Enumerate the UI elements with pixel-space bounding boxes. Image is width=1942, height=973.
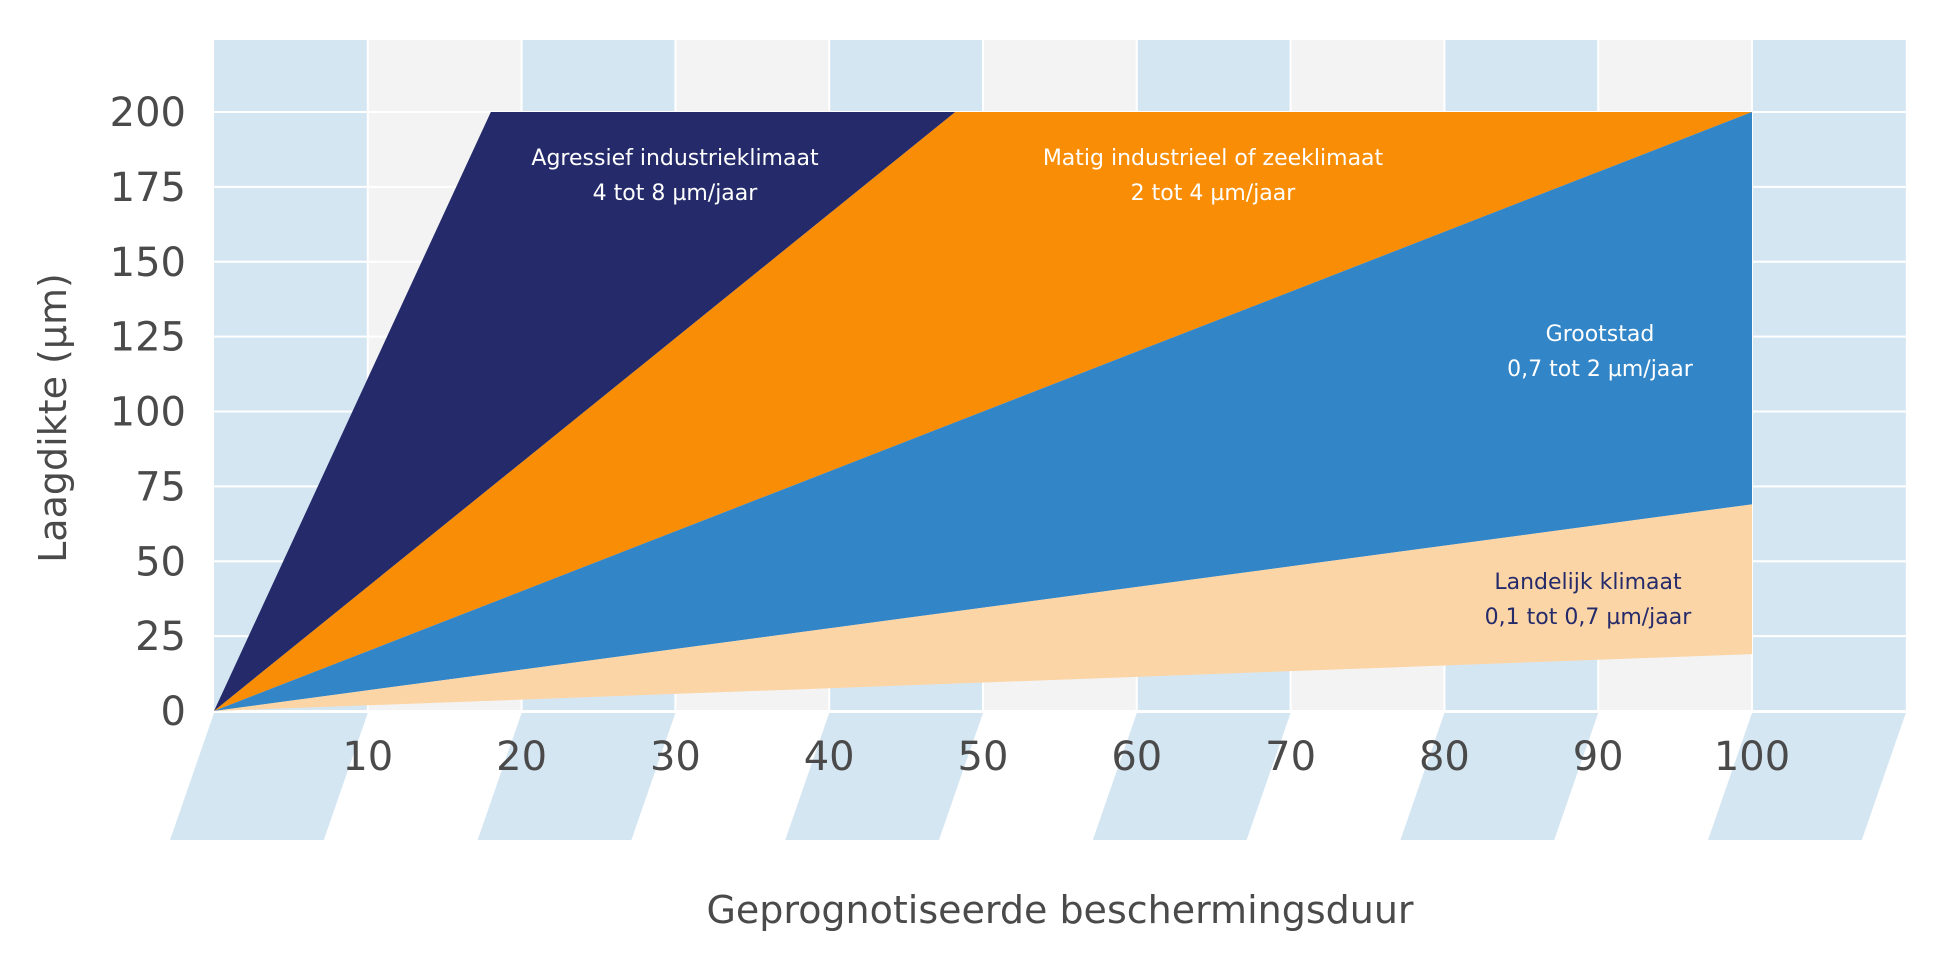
- y-tick-label: 150: [110, 240, 186, 286]
- region-grootstad: [214, 112, 1752, 711]
- x-tick-label: 60: [1111, 734, 1162, 780]
- x-tick-label: 90: [1573, 734, 1624, 780]
- y-axis-ticks: 0 25 50 75 100 125 150 175 200: [110, 90, 186, 735]
- x-tick-label: 80: [1419, 734, 1470, 780]
- y-tick-label: 0: [161, 689, 186, 735]
- label-landelijk-title: Landelijk klimaat: [1494, 570, 1682, 595]
- x-tick-label: 50: [958, 734, 1009, 780]
- label-landelijk-rate: 0,1 tot 0,7 µm/jaar: [1485, 605, 1693, 630]
- label-matig: Matig industrieel of zeeklimaat 2 tot 4 …: [1043, 146, 1384, 206]
- background-stripe: [1752, 40, 1906, 711]
- label-agressief: Agressief industrieklimaat 4 tot 8 µm/ja…: [531, 146, 819, 206]
- y-tick-label: 175: [110, 165, 186, 211]
- y-tick-label: 125: [110, 315, 186, 361]
- region-agressief-industrieklimaat: [214, 112, 956, 711]
- x-tick-label: 40: [804, 734, 855, 780]
- x-axis-title: Geprognotiseerde beschermingsduur: [706, 888, 1413, 932]
- label-agressief-rate: 4 tot 8 µm/jaar: [593, 181, 759, 206]
- y-axis-title: Laagdikte (µm): [31, 273, 75, 563]
- floor-parallelogram: [1092, 713, 1291, 840]
- floor-parallelogram: [170, 713, 368, 840]
- y-tick-label: 25: [135, 614, 186, 660]
- y-tick-label: 200: [110, 90, 186, 136]
- x-tick-label: 20: [496, 734, 547, 780]
- floor-parallelogram: [1708, 713, 1906, 840]
- y-tick-label: 50: [135, 539, 186, 585]
- label-grootstad-title: Grootstad: [1546, 322, 1655, 347]
- label-grootstad: Grootstad 0,7 tot 2 µm/jaar: [1507, 322, 1694, 382]
- x-tick-label: 70: [1265, 734, 1316, 780]
- label-grootstad-rate: 0,7 tot 2 µm/jaar: [1507, 357, 1694, 382]
- climate-regions: [214, 112, 1752, 711]
- label-matig-title: Matig industrieel of zeeklimaat: [1043, 146, 1384, 171]
- x-axis-parallelograms: [170, 713, 1906, 840]
- label-agressief-title: Agressief industrieklimaat: [531, 146, 819, 171]
- floor-parallelogram: [477, 713, 676, 840]
- x-tick-label: 10: [342, 734, 393, 780]
- y-tick-label: 100: [110, 390, 186, 436]
- region-landelijk-klimaat: [214, 504, 1752, 711]
- label-matig-rate: 2 tot 4 µm/jaar: [1131, 181, 1297, 206]
- label-landelijk: Landelijk klimaat 0,1 tot 0,7 µm/jaar: [1485, 570, 1693, 630]
- x-axis-ticks: 10 20 30 40 50 60 70 80 90 100: [342, 734, 1790, 780]
- x-tick-label: 100: [1714, 734, 1790, 780]
- x-tick-label: 30: [650, 734, 701, 780]
- y-tick-label: 75: [135, 464, 186, 510]
- floor-parallelogram: [785, 713, 983, 840]
- floor-parallelogram: [1400, 713, 1599, 840]
